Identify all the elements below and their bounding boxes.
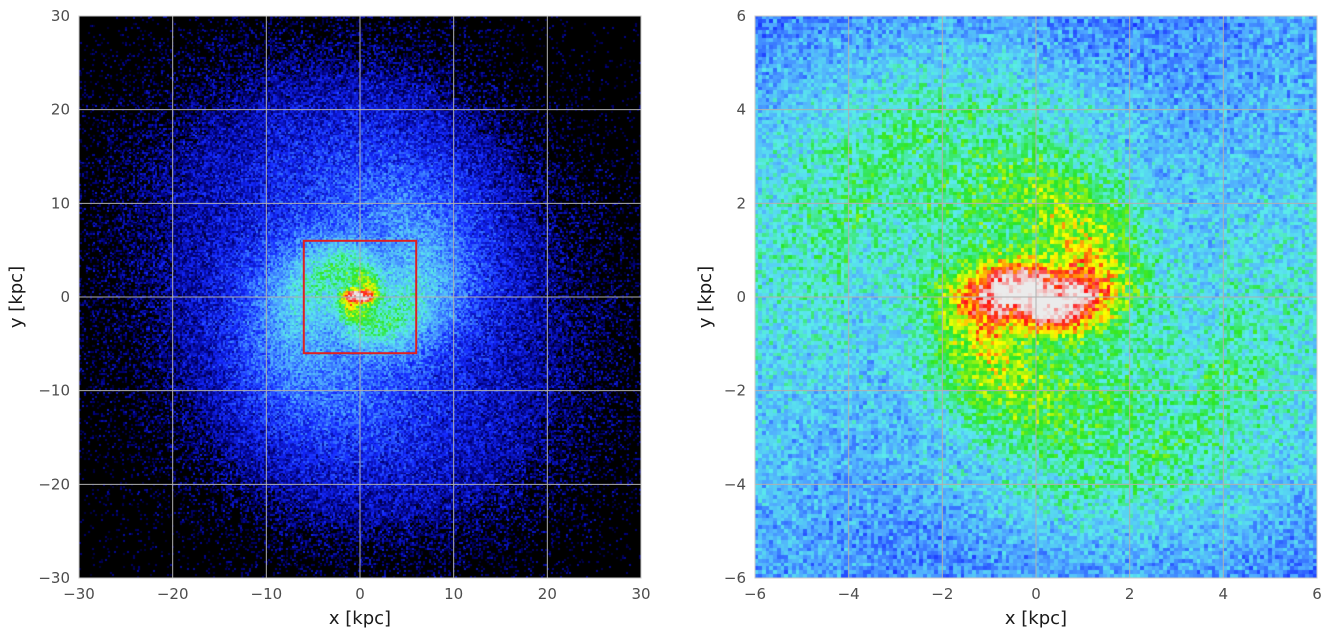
left-y-tick-label: 10 [51,194,70,212]
left-x-tick-label: 20 [538,585,557,603]
right-panel: −6 −4 −2 0 2 4 6 −6 −4 −2 0 2 4 6 x [kpc] y [kpc] [695,7,1322,629]
right-x-axis-label: x [kpc] [1005,608,1067,629]
right-y-tick-label: −4 [724,475,746,493]
left-x-tick-label: −30 [63,585,95,603]
right-y-axis-label: y [kpc] [695,266,716,328]
right-x-tick-label: −4 [838,585,860,603]
left-x-tick-label: −20 [157,585,189,603]
right-y-tick-label: 2 [736,194,746,212]
right-x-tick-label: −2 [931,585,953,603]
left-y-tick-label: −30 [38,569,70,587]
right-x-tick-label: 0 [1031,585,1041,603]
right-y-tick-labels: −6 −4 −2 0 2 4 6 [724,7,746,587]
right-y-tick-label: 4 [736,101,746,119]
right-y-tick-label: 0 [736,288,746,306]
left-x-tick-label: −10 [251,585,283,603]
right-y-tick-label: −2 [724,382,746,400]
right-x-tick-label: 4 [1219,585,1229,603]
right-y-tick-label: −6 [724,569,746,587]
left-plot-frame [78,15,642,579]
left-x-tick-label: 30 [631,585,650,603]
left-x-axis-label: x [kpc] [329,608,391,629]
left-y-tick-label: 30 [51,7,70,25]
right-x-tick-label: −6 [744,585,766,603]
right-plot-frame [754,15,1318,579]
zoom-region-box [302,239,418,355]
left-y-tick-label: −20 [38,475,70,493]
left-gridlines [79,16,641,578]
left-x-tick-labels: −30 −20 −10 0 10 20 30 [63,585,650,603]
left-x-tick-label: 0 [355,585,365,603]
left-y-tick-label: 20 [51,101,70,119]
right-y-tick-label: 6 [736,7,746,25]
left-panel: −30 −20 −10 0 10 20 30 −30 −20 −10 0 10 20 30 x [kpc… [6,7,651,629]
left-x-tick-label: 10 [444,585,463,603]
left-y-tick-label: −10 [38,382,70,400]
right-x-tick-label: 6 [1312,585,1322,603]
left-y-axis-label: y [kpc] [6,266,27,328]
right-x-tick-label: 2 [1125,585,1135,603]
right-x-tick-labels: −6 −4 −2 0 2 4 6 [744,585,1322,603]
left-y-tick-labels: −30 −20 −10 0 10 20 30 [38,7,70,587]
right-gridlines [755,16,1317,578]
left-y-tick-label: 0 [60,288,70,306]
